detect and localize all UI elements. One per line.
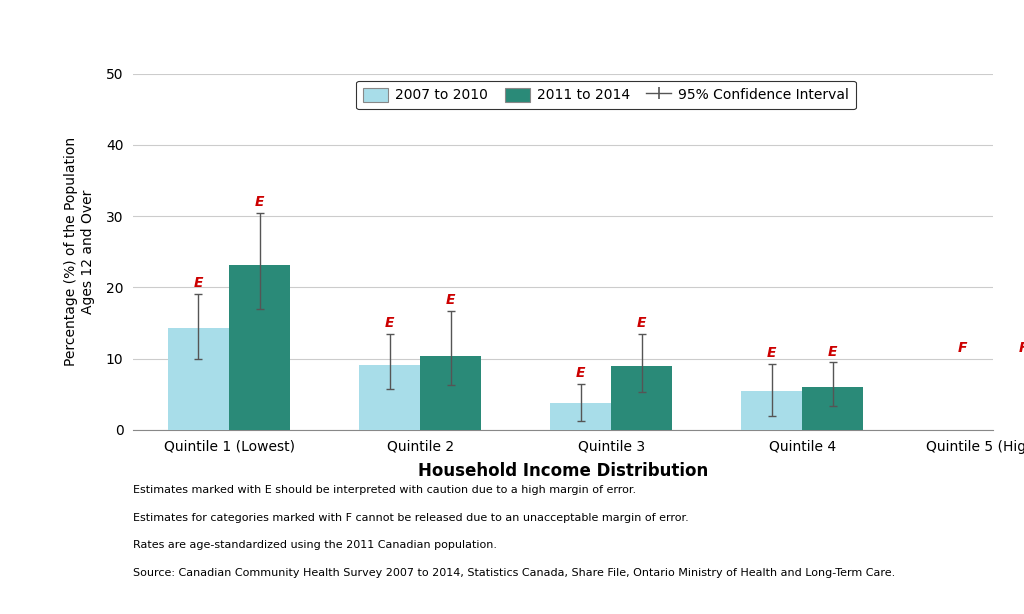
Y-axis label: Percentage (%) of the Population
Ages 12 and Over: Percentage (%) of the Population Ages 12… (65, 137, 94, 367)
Text: E: E (828, 344, 838, 359)
Text: E: E (255, 195, 264, 209)
Text: Estimates for categories marked with F cannot be released due to an unacceptable: Estimates for categories marked with F c… (133, 513, 689, 523)
Bar (229, 265, 290, 430)
Bar (168, 328, 229, 430)
X-axis label: Household Income Distribution: Household Income Distribution (418, 462, 709, 480)
Text: E: E (194, 276, 203, 290)
Text: F: F (1019, 341, 1024, 355)
Text: E: E (575, 366, 586, 380)
Text: Source: Canadian Community Health Survey 2007 to 2014, Statistics Canada, Share : Source: Canadian Community Health Survey… (133, 568, 895, 578)
Legend: 2007 to 2010, 2011 to 2014, 95% Confidence Interval: 2007 to 2010, 2011 to 2014, 95% Confiden… (356, 80, 856, 109)
Text: Estimates marked with E should be interpreted with caution due to a high margin : Estimates marked with E should be interp… (133, 485, 636, 495)
Text: E: E (445, 293, 456, 307)
Text: E: E (385, 316, 394, 330)
Bar (741, 391, 802, 430)
Bar (550, 403, 611, 430)
Text: Rates are age-standardized using the 2011 Canadian population.: Rates are age-standardized using the 201… (133, 540, 497, 550)
Text: F: F (958, 341, 968, 355)
Text: E: E (767, 346, 776, 360)
Text: E: E (637, 316, 646, 330)
Bar (359, 365, 420, 430)
Bar (802, 387, 863, 430)
Bar (611, 367, 673, 430)
Bar (420, 356, 481, 430)
